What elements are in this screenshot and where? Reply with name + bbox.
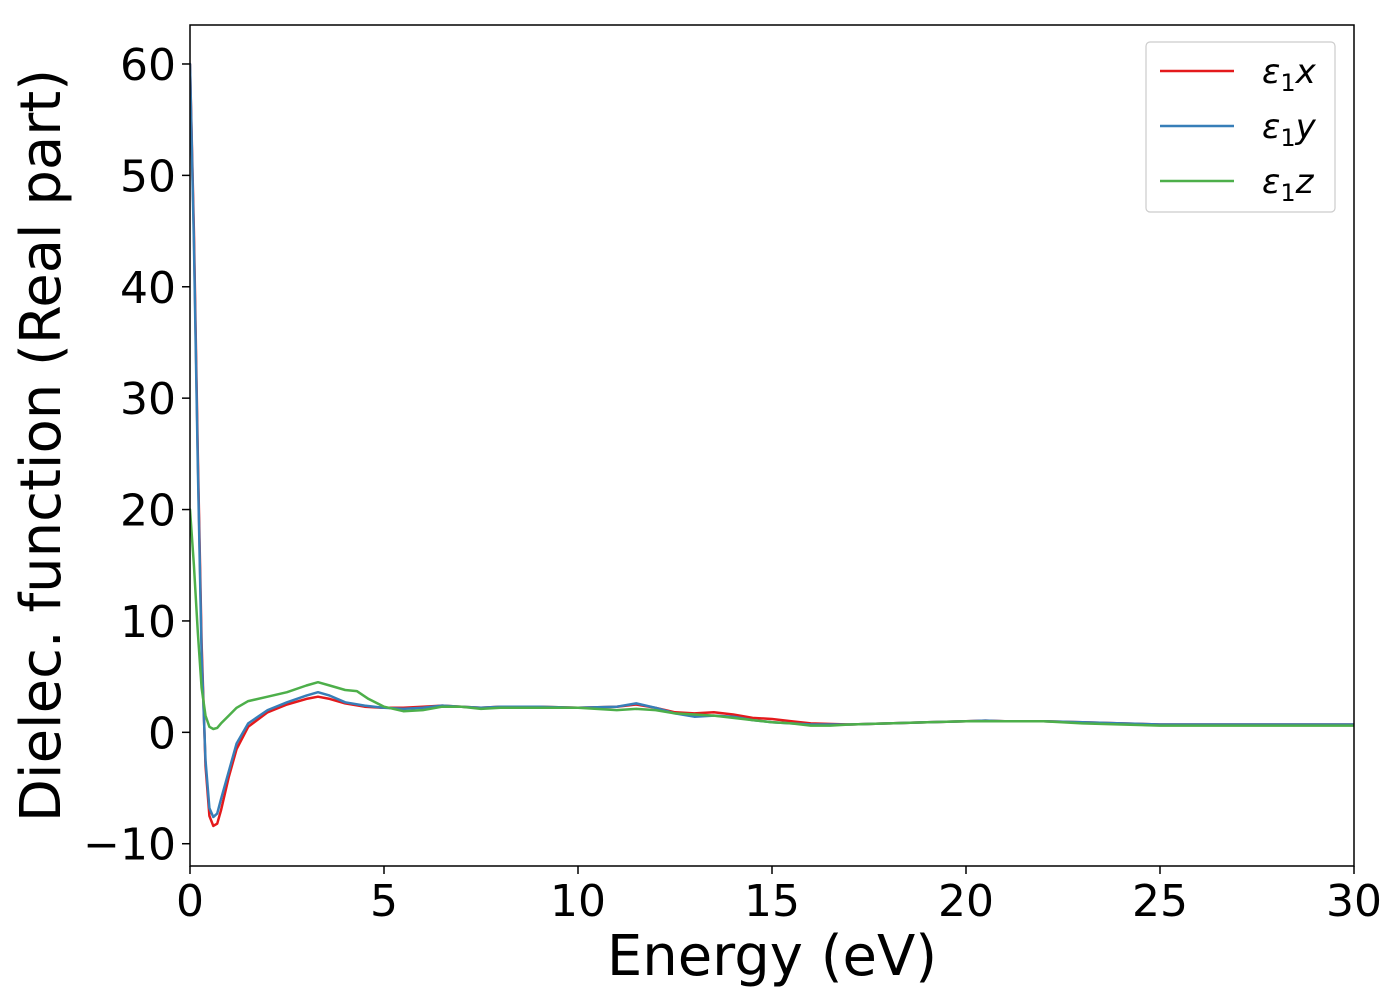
legend-label: ε1z [1262, 162, 1315, 207]
y-tick-label: 0 [148, 708, 176, 759]
x-tick-label: 30 [1326, 876, 1382, 927]
legend-subscript: 1 [1280, 179, 1295, 207]
y-tick-label: 40 [120, 263, 176, 314]
x-tick-label: 0 [176, 876, 204, 927]
legend-symbol: ε [1262, 52, 1280, 92]
x-tick-label: 25 [1132, 876, 1188, 927]
y-axis: −10 0 10 20 30 40 50 60 [83, 40, 190, 871]
x-tick-label: 10 [550, 876, 606, 927]
y-tick-label: 60 [120, 40, 176, 91]
legend-subscript: 1 [1280, 124, 1295, 152]
x-tick-label: 20 [938, 876, 994, 927]
y-tick-label: 10 [120, 597, 176, 648]
legend-item-z: ε1z [1160, 162, 1315, 207]
legend-item-x: ε1x [1160, 52, 1317, 97]
series-layer [190, 62, 1354, 828]
x-axis-title: Energy (eV) [607, 924, 937, 989]
legend-symbol: ε [1262, 162, 1280, 202]
legend-label: ε1x [1262, 52, 1317, 97]
legend-symbol: ε [1262, 107, 1280, 147]
x-tick-label: 15 [744, 876, 800, 927]
legend-component: z [1295, 162, 1315, 202]
legend-item-y: ε1y [1160, 107, 1317, 152]
y-axis-title: Dielec. function (Real part) [9, 69, 74, 822]
y-tick-label: 50 [120, 151, 176, 202]
y-tick-label: −10 [83, 820, 176, 871]
legend-label: ε1y [1262, 107, 1317, 152]
y-tick-label: 20 [120, 486, 176, 537]
legend-box [1145, 41, 1336, 213]
series-line-z [190, 508, 1354, 731]
legend-component: y [1295, 107, 1317, 147]
x-axis: 0 5 10 15 20 25 30 [176, 866, 1382, 927]
legend-subscript: 1 [1280, 69, 1295, 97]
x-tick-label: 5 [370, 876, 398, 927]
y-tick-label: 30 [120, 374, 176, 425]
legend-component: x [1295, 52, 1317, 92]
